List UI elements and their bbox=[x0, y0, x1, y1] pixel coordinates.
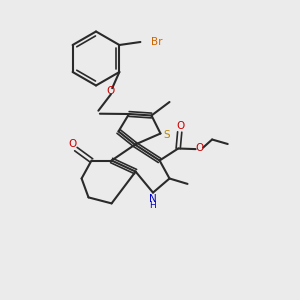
Text: S: S bbox=[164, 130, 170, 140]
Text: O: O bbox=[195, 143, 204, 153]
Text: H: H bbox=[149, 201, 156, 210]
Text: N: N bbox=[148, 194, 156, 204]
Text: O: O bbox=[107, 85, 115, 96]
Text: O: O bbox=[69, 139, 77, 149]
Text: O: O bbox=[176, 121, 184, 131]
Text: Br: Br bbox=[152, 37, 163, 47]
